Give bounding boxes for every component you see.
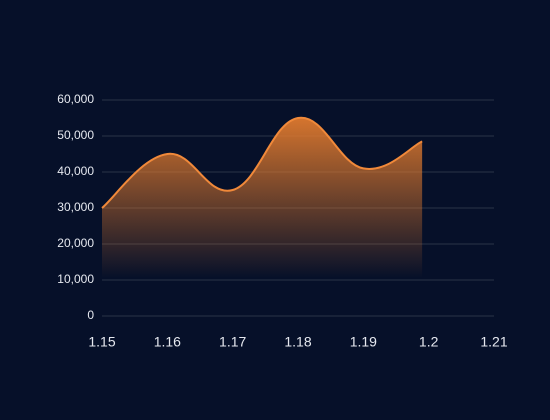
- x-tick-label: 1.2: [419, 334, 439, 350]
- area-fill: [102, 117, 423, 316]
- y-tick-label: 40,000: [57, 164, 94, 178]
- x-tick-label: 1.19: [350, 334, 377, 350]
- y-tick-label: 30,000: [57, 200, 94, 214]
- y-tick-label: 10,000: [57, 272, 94, 286]
- y-tick-label: 0: [87, 308, 94, 322]
- y-tick-label: 20,000: [57, 236, 94, 250]
- area-line: [101, 116, 423, 209]
- x-tick-label: 1.21: [480, 334, 507, 350]
- y-tick-label: 50,000: [57, 128, 94, 142]
- x-tick-label: 1.18: [284, 334, 311, 350]
- x-tick-label: 1.17: [219, 334, 246, 350]
- x-tick-label: 1.16: [154, 334, 181, 350]
- y-tick-label: 60,000: [57, 92, 94, 106]
- x-tick-label: 1.15: [88, 334, 115, 350]
